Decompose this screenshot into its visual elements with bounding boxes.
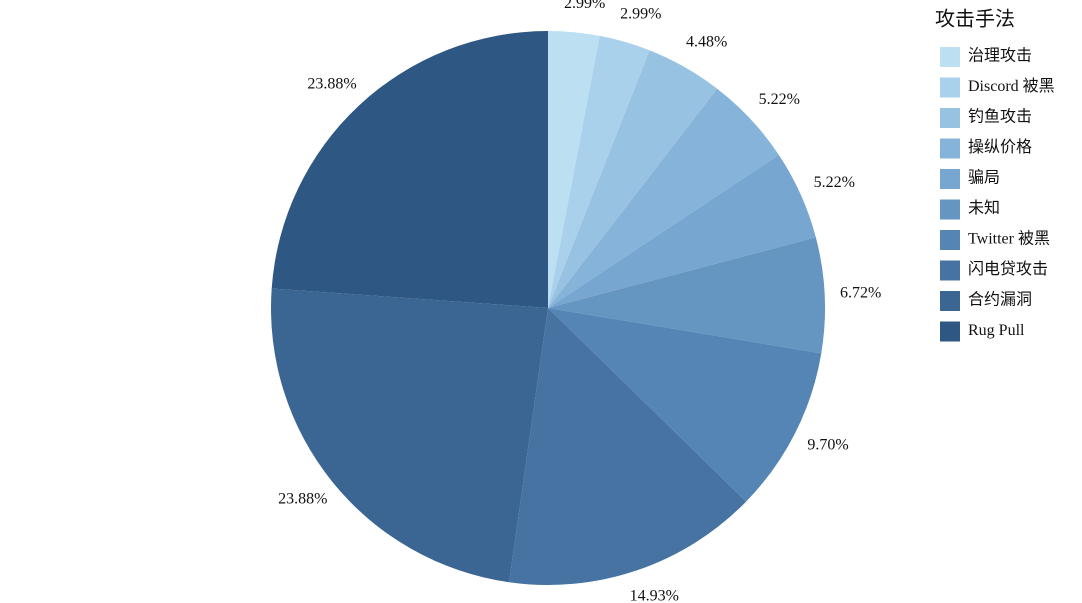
pie-slice xyxy=(548,88,779,308)
legend-swatch xyxy=(940,321,960,342)
legend-swatch xyxy=(940,199,960,220)
legend-swatch xyxy=(940,108,960,128)
pie-slice xyxy=(270,288,548,583)
data-label: 23.88% xyxy=(307,76,356,93)
data-label: 9.70% xyxy=(807,437,848,454)
data-label: 4.48% xyxy=(686,33,727,50)
legend-label: Discord 被黑 xyxy=(968,77,1055,95)
legend-label: 治理攻击 xyxy=(968,47,1032,65)
legend-swatch xyxy=(940,77,960,98)
data-label: 5.22% xyxy=(759,91,800,108)
legend-label: Rug Pull xyxy=(968,322,1025,339)
data-label: 5.22% xyxy=(814,174,855,191)
data-label: 6.72% xyxy=(840,284,881,301)
legend-swatch xyxy=(940,169,960,189)
legend-label: 操纵价格 xyxy=(968,138,1032,156)
legend-swatch xyxy=(940,47,960,67)
pie-slice xyxy=(548,35,650,309)
data-label: 2.99% xyxy=(620,6,661,23)
pie-slice xyxy=(509,308,747,585)
pie-slice xyxy=(548,154,816,308)
legend-swatch xyxy=(940,138,960,159)
pie-slice xyxy=(548,50,718,308)
legend-label: 合约漏洞 xyxy=(968,291,1032,309)
data-label: 23.88% xyxy=(278,490,327,507)
legend-label: 未知 xyxy=(968,199,1000,217)
pie-slice xyxy=(271,31,548,308)
legend-label: 闪电贷攻击 xyxy=(968,260,1048,278)
legend-swatch xyxy=(940,291,960,311)
data-label: 2.99% xyxy=(564,0,605,12)
legend-label: 骗局 xyxy=(968,169,1000,187)
data-label: 14.93% xyxy=(630,587,679,603)
legend-label: Twitter 被黑 xyxy=(968,230,1050,248)
legend-label: 钓鱼攻击 xyxy=(968,108,1032,126)
legend-title: 攻击手法 xyxy=(935,8,1015,31)
legend-swatch xyxy=(940,260,960,281)
pie-slice xyxy=(548,308,822,502)
pie-slice xyxy=(548,31,600,308)
pie-slice xyxy=(548,237,825,354)
legend-swatch xyxy=(940,230,960,250)
